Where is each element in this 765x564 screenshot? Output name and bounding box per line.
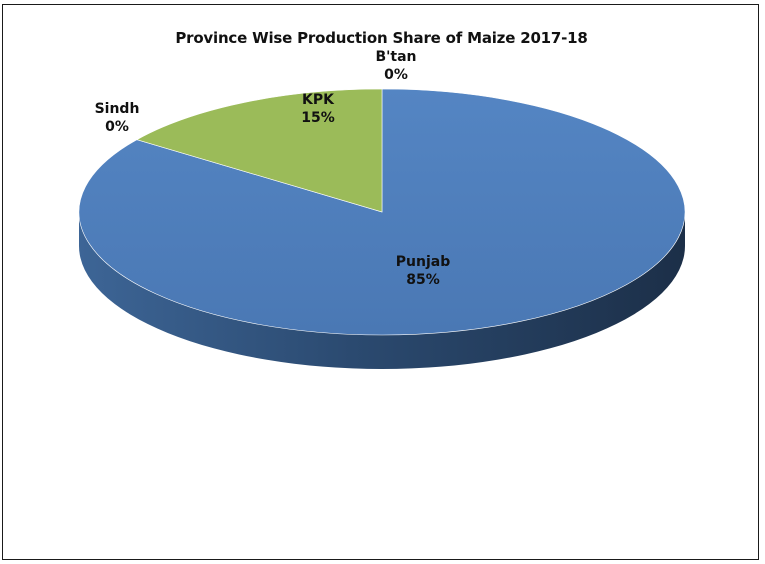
pie-side-punjab: [79, 212, 685, 369]
pie-chart: Punjab 85% Sindh 0% KPK 15% B'tan 0%: [78, 49, 686, 369]
pie-slice-kpk: [136, 88, 383, 213]
data-label-kpk: KPK 15%: [301, 92, 335, 126]
chart-frame: Province Wise Production Share of Maize …: [2, 4, 759, 560]
data-label-b-tan: B'tan 0%: [375, 49, 416, 83]
data-label-sindh: Sindh 0%: [95, 101, 140, 135]
chart-title: Province Wise Production Share of Maize …: [175, 29, 588, 47]
data-label-punjab: Punjab 85%: [396, 254, 450, 288]
